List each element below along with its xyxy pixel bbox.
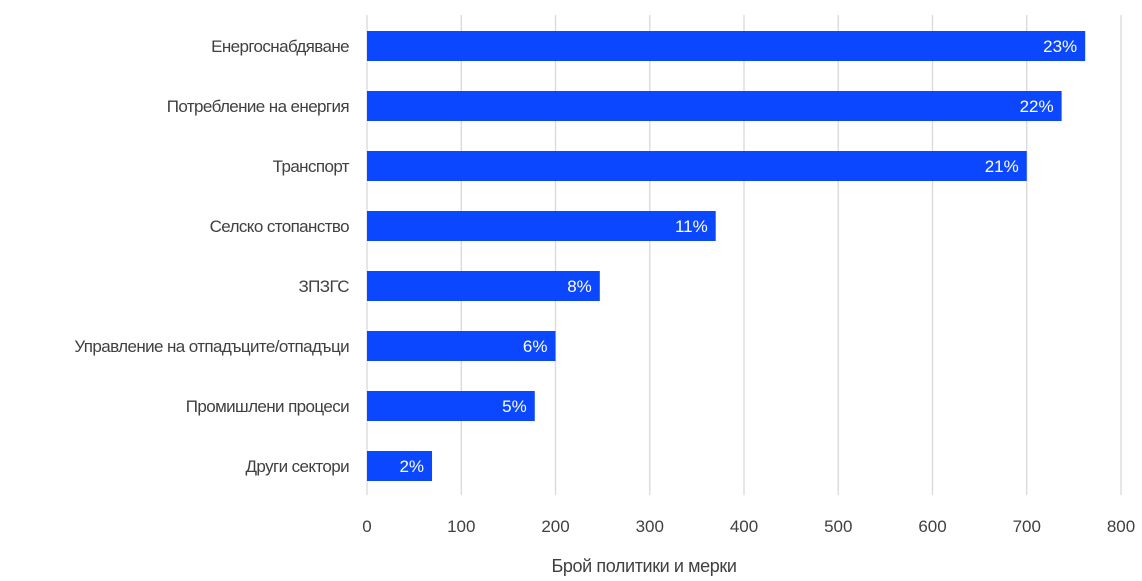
category-label: Управление на отпадъците/отпадъци bbox=[74, 337, 349, 356]
x-tick-label: 0 bbox=[362, 517, 371, 536]
x-axis-title: Брой политики и мерки bbox=[551, 556, 736, 576]
category-label: Потребление на енергия bbox=[167, 97, 350, 116]
bar bbox=[367, 211, 716, 241]
bar bbox=[367, 91, 1062, 121]
category-labels: Енергоснабдяване Потребление на енергия Тр… bbox=[74, 37, 350, 476]
x-tick-label: 300 bbox=[636, 517, 664, 536]
bar bbox=[367, 31, 1086, 61]
category-label: Промишлени процеси bbox=[186, 397, 349, 416]
x-tick-label: 100 bbox=[447, 517, 475, 536]
bar bbox=[367, 271, 600, 301]
bars: 23% 22% 21% 11% 8% 6% 5% 2% bbox=[367, 31, 1086, 481]
data-label: 22% bbox=[1020, 97, 1054, 116]
data-label: 6% bbox=[523, 337, 548, 356]
category-label: Транспорт bbox=[273, 157, 350, 176]
bar bbox=[367, 151, 1027, 181]
x-tick-label: 200 bbox=[541, 517, 569, 536]
data-label: 23% bbox=[1043, 37, 1077, 56]
data-label: 5% bbox=[502, 397, 527, 416]
data-label: 8% bbox=[567, 277, 592, 296]
data-label: 2% bbox=[399, 457, 424, 476]
category-label: Енергоснабдяване bbox=[211, 37, 349, 56]
category-label: Други сектори bbox=[246, 457, 350, 476]
x-tick-label: 500 bbox=[824, 517, 852, 536]
category-label: Селско стопанство bbox=[210, 217, 350, 236]
x-tick-label: 800 bbox=[1107, 517, 1135, 536]
bar bbox=[367, 391, 535, 421]
category-label: ЗПЗГС bbox=[299, 277, 350, 296]
bar bbox=[367, 451, 433, 481]
data-label: 21% bbox=[985, 157, 1019, 176]
x-tick-labels: 0 100 200 300 400 500 600 700 800 bbox=[362, 517, 1135, 536]
gridlines bbox=[366, 15, 1122, 495]
data-label: 11% bbox=[675, 217, 708, 236]
x-tick-label: 400 bbox=[730, 517, 758, 536]
x-tick-label: 600 bbox=[918, 517, 946, 536]
x-tick-label: 700 bbox=[1013, 517, 1041, 536]
bar bbox=[367, 331, 556, 361]
